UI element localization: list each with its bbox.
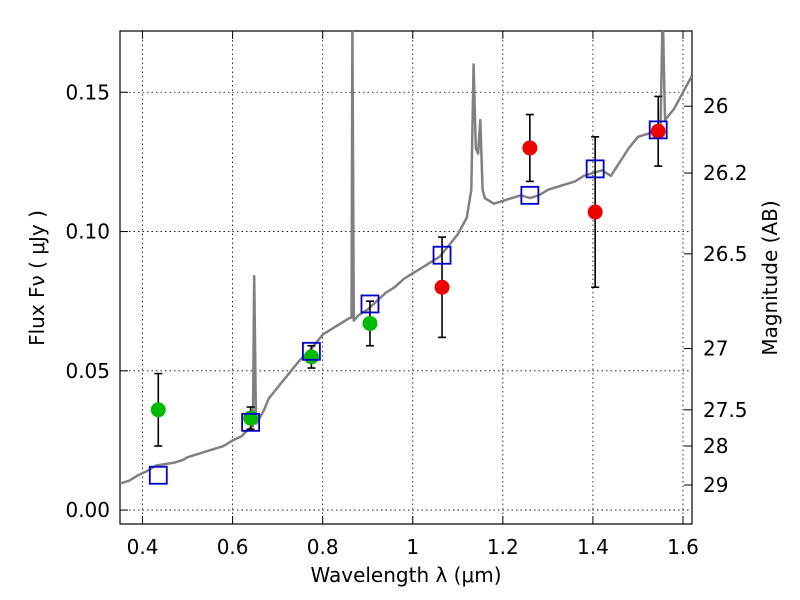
observed-flux-point xyxy=(587,204,603,220)
model-photometry-square xyxy=(302,341,321,361)
model-photometry-square xyxy=(360,294,380,314)
observed-flux-point xyxy=(362,315,378,331)
y-axis-label-right: Magnitude (AB) xyxy=(758,200,782,355)
magnitude-tick-label: 27.5 xyxy=(703,398,748,422)
observed-flux-point xyxy=(650,123,666,139)
magnitude-tick-label: 27 xyxy=(703,337,728,361)
y-axis-label-left: Flux Fν ( μJy ) xyxy=(25,210,49,346)
x-tick-label: 1.4 xyxy=(577,535,609,559)
y-tick-label: 0.15 xyxy=(65,80,110,104)
model-photometry-square xyxy=(520,185,540,205)
x-tick-label: 1.2 xyxy=(487,535,519,559)
observed-flux-point xyxy=(243,410,259,426)
observed-flux-point xyxy=(434,279,450,295)
x-tick-label: 0.8 xyxy=(307,535,339,559)
model-photometry-square xyxy=(432,245,452,265)
y-tick-label: 0.05 xyxy=(65,359,110,383)
magnitude-tick-label: 28 xyxy=(703,434,728,458)
magnitude-tick-label: 29 xyxy=(703,473,728,497)
x-axis-label: Wavelength λ (μm) xyxy=(310,563,501,587)
model-photometry-square xyxy=(585,159,605,179)
model-photometry-square xyxy=(148,465,168,485)
data-points-layer xyxy=(148,95,668,485)
x-tick-label: 0.4 xyxy=(127,535,159,559)
magnitude-tick-label: 26.5 xyxy=(703,242,748,266)
x-tick-label: 0.6 xyxy=(217,535,249,559)
observed-flux-point xyxy=(522,140,538,156)
model-photometry-square xyxy=(241,412,261,432)
x-tick-label: 1 xyxy=(406,535,419,559)
y-tick-label: 0.10 xyxy=(65,220,110,244)
axes-layer: 0.4 0.6 0.8 1 1.2 1.4 1.6 0.00 0.05 0.10 0.15 26 26.… xyxy=(65,31,748,559)
observed-flux-point xyxy=(150,402,166,418)
model-photometry-square xyxy=(648,120,668,140)
magnitude-tick-label: 26 xyxy=(703,94,728,118)
y-tick-label: 0.00 xyxy=(65,498,110,522)
x-tick-label: 1.6 xyxy=(667,535,699,559)
observed-flux-point xyxy=(303,349,319,365)
magnitude-tick-label: 26.2 xyxy=(703,161,748,185)
